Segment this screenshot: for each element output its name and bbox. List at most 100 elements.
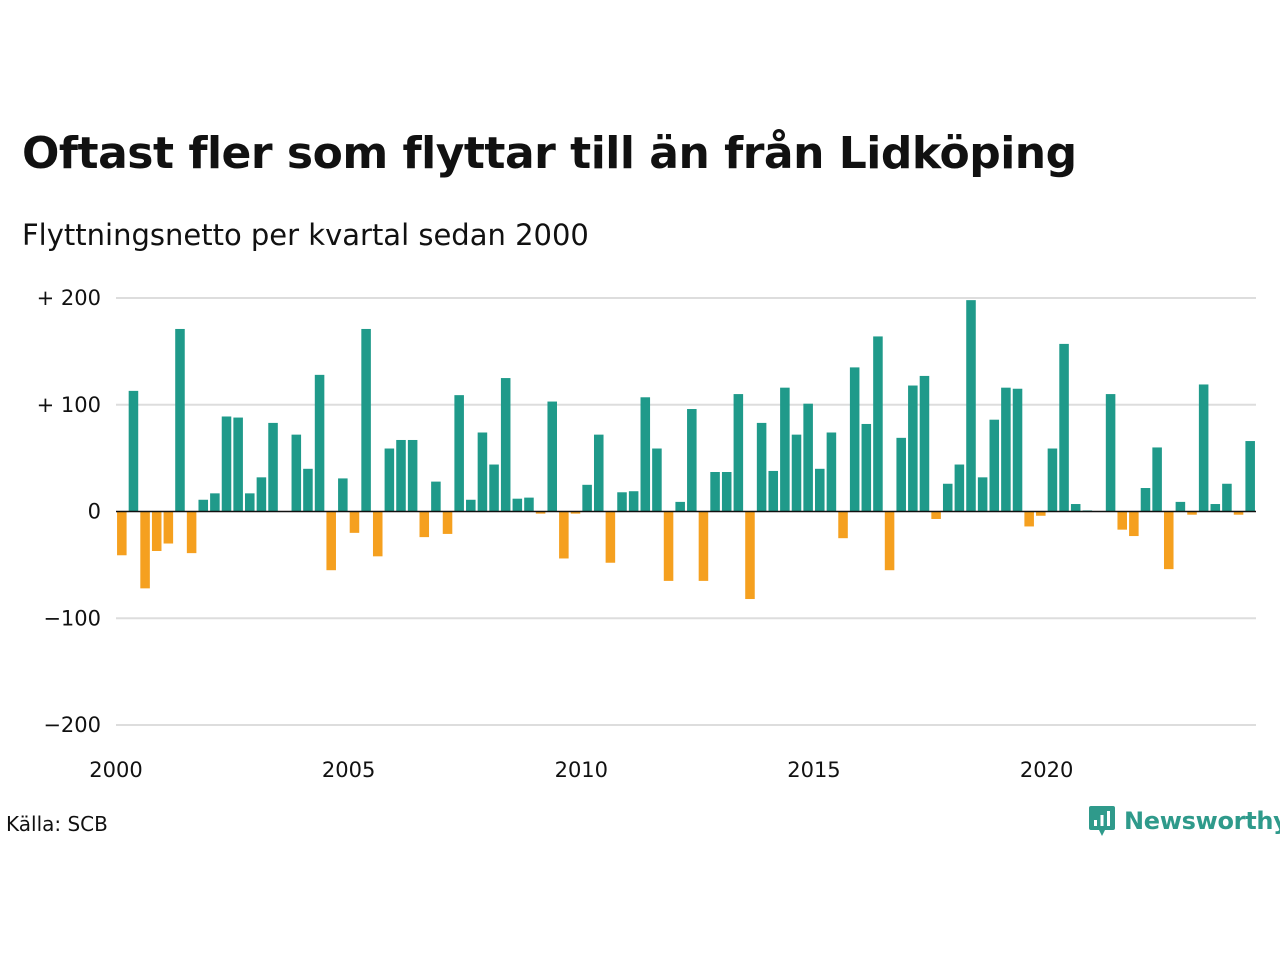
bar (1070, 504, 1081, 512)
bar (419, 511, 430, 538)
bar (652, 448, 662, 512)
bar (698, 511, 709, 581)
bar (954, 464, 965, 512)
bar (361, 328, 371, 512)
bar (233, 417, 243, 512)
bar (245, 493, 255, 512)
bar (314, 374, 325, 512)
bar (1024, 511, 1034, 527)
bar (721, 472, 732, 512)
bar (1036, 511, 1046, 516)
chart-subtitle: Flyttningsnetto per kvartal sedan 2000 (22, 218, 589, 252)
bar (559, 511, 569, 559)
bar (1105, 394, 1116, 512)
bar (1152, 447, 1162, 512)
bar (849, 367, 860, 512)
bar (873, 336, 883, 512)
y-tick-label: −200 (43, 713, 101, 737)
bar (605, 511, 616, 563)
bar (198, 499, 209, 512)
bar (349, 511, 360, 533)
bar (221, 416, 232, 512)
bar (675, 501, 685, 512)
bar (582, 484, 592, 512)
bar (826, 432, 837, 512)
bar (1222, 483, 1232, 512)
bar (1117, 511, 1127, 530)
bar (454, 395, 464, 512)
bar (1233, 511, 1244, 515)
bar (442, 511, 453, 534)
chart-title: Oftast fler som flyttar till än från Lid… (22, 128, 1077, 179)
bar (919, 375, 930, 512)
bar (175, 328, 185, 512)
bar (780, 387, 790, 512)
bar (861, 423, 872, 512)
bar (256, 477, 267, 512)
bar (524, 497, 534, 512)
source-note: Källa: SCB (6, 812, 108, 836)
bar (593, 434, 604, 512)
bar (989, 419, 1000, 512)
bar (1175, 501, 1186, 512)
y-axis-labels: + 200 + 100 0 −100 −200 (37, 286, 101, 737)
bar (966, 300, 976, 512)
x-tick-label: 2020 (1020, 758, 1073, 782)
bar (1012, 388, 1023, 512)
bar (570, 511, 581, 514)
bar (268, 422, 278, 512)
x-tick-label: 2000 (89, 758, 142, 782)
bar (663, 511, 674, 581)
bar (431, 481, 441, 512)
y-tick-label: −100 (43, 606, 101, 630)
bar (1001, 387, 1011, 512)
bar (338, 478, 348, 512)
x-tick-label: 2010 (555, 758, 608, 782)
bar (477, 432, 488, 512)
bar (687, 409, 697, 512)
bar (466, 499, 476, 512)
bar (908, 385, 918, 512)
bar (1210, 504, 1221, 512)
bar (745, 511, 755, 600)
bar (977, 477, 988, 512)
bar (628, 491, 639, 512)
bar (128, 390, 139, 512)
bar (186, 511, 197, 554)
bar (512, 498, 523, 512)
bar (547, 401, 557, 512)
y-tick-label: + 200 (37, 286, 101, 310)
bar (303, 468, 313, 512)
bar (733, 394, 744, 512)
bar (384, 448, 395, 512)
bar (710, 472, 720, 512)
y-tick-label: + 100 (37, 393, 101, 417)
bar (815, 468, 825, 512)
bar (838, 511, 848, 539)
bar (791, 434, 802, 512)
bar (326, 511, 336, 571)
bar (1245, 441, 1255, 512)
bar (803, 403, 813, 512)
bars (117, 300, 1255, 600)
bar (372, 511, 383, 557)
bar (756, 422, 767, 512)
bar (1198, 384, 1209, 512)
bar (1129, 511, 1139, 537)
bar (942, 483, 953, 512)
bar (535, 511, 546, 514)
bar (931, 511, 941, 519)
brand-name: Newsworthy (1124, 807, 1280, 835)
bar-chart: + 200 + 100 0 −100 −200 2000 2005 2010 2015 2020 (37, 286, 1256, 782)
bar (489, 464, 499, 512)
y-tick-label: 0 (88, 500, 101, 524)
x-axis-labels: 2000 2005 2010 2015 2020 (89, 758, 1073, 782)
bar (291, 434, 302, 512)
bar (396, 439, 406, 512)
newsworthy-logo-icon (1089, 806, 1115, 836)
bar (617, 492, 627, 512)
bar (407, 439, 418, 512)
bar (500, 378, 511, 512)
brand-logo: Newsworthy (1088, 803, 1280, 839)
bar (896, 437, 906, 512)
